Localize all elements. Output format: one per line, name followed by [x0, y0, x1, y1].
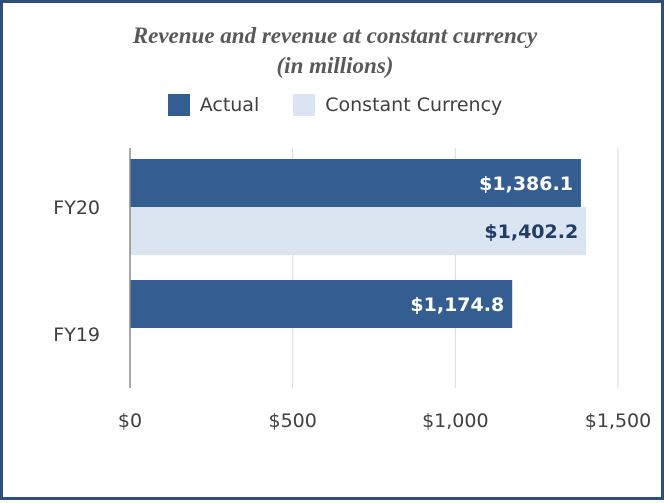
data-label: $1,402.2: [484, 221, 578, 243]
x-tick-label: $1,000: [422, 410, 488, 432]
bar: [130, 159, 581, 207]
data-label: $1,174.8: [410, 294, 504, 316]
legend-label-actual: Actual: [199, 94, 260, 116]
category-label: FY20: [53, 197, 100, 219]
bar: [130, 280, 513, 328]
chart-title-line-1: Revenue and revenue at constant currency: [132, 23, 538, 48]
chart-legend: Actual Constant Currency: [3, 94, 664, 116]
chart-plot-area: $0 $500 $1,000 $1,500 FY20 $1,386.1 $1,402.2 FY…: [53, 148, 651, 432]
bar: [130, 207, 587, 255]
legend-label-constant-currency: Constant Currency: [325, 94, 503, 116]
chart-title-line-2: (in millions): [276, 53, 394, 78]
x-tick-label: $0: [118, 410, 142, 432]
legend-item-constant-currency: Constant Currency: [293, 94, 502, 116]
x-tick-label: $500: [268, 410, 316, 432]
x-tick-label: $1,500: [585, 410, 651, 432]
data-label: $1,386.1: [479, 173, 573, 195]
legend-item-actual: Actual: [167, 94, 260, 116]
category-label: FY19: [53, 324, 100, 346]
chart-title: Revenue and revenue at constant currency…: [3, 21, 664, 81]
legend-swatch-actual: [167, 94, 190, 116]
legend-swatch-constant-currency: [293, 94, 316, 116]
